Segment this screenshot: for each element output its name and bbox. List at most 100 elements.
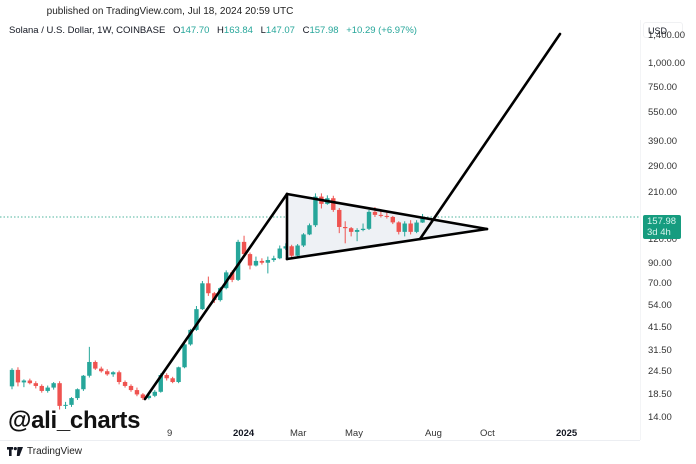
- drawings-group[interactable]: [143, 32, 562, 401]
- candle: [27, 380, 33, 384]
- candle: [140, 394, 146, 399]
- tradingview-brand: TradingView: [27, 446, 83, 457]
- price-tick-label: 18.50: [648, 388, 672, 400]
- time-tick-label: 2024: [233, 428, 255, 439]
- candle: [402, 223, 407, 232]
- symbol-title: Solana / U.S. Dollar, 1W, COINBASE: [9, 25, 166, 36]
- candle: [57, 383, 62, 406]
- candle: [15, 369, 21, 383]
- candle: [194, 309, 199, 330]
- high-label: H: [217, 25, 224, 36]
- low-label: L: [260, 25, 266, 36]
- candle: [170, 378, 175, 383]
- candle: [295, 245, 300, 256]
- candle: [81, 375, 86, 390]
- candle: [63, 404, 68, 406]
- pennant-lower-line[interactable]: [285, 227, 489, 261]
- breakout-projection-line[interactable]: [418, 32, 562, 241]
- candle: [343, 226, 348, 229]
- candle: [206, 283, 211, 294]
- time-tick-label: May: [345, 428, 363, 439]
- candle: [146, 395, 152, 399]
- price-tick-label: 1,400.00: [648, 29, 685, 41]
- candle: [9, 369, 15, 387]
- last-price-badge: 157.98 3d 4h: [643, 215, 681, 239]
- published-caption: published on TradingView.com, Jul 18, 20…: [46, 6, 294, 17]
- candle: [128, 385, 134, 391]
- price-tick-label: 24.50: [648, 365, 672, 377]
- price-axis[interactable]: [640, 20, 691, 440]
- tradingview-logo-icon: [7, 447, 23, 456]
- open-value: 147.70: [180, 25, 210, 36]
- candle: [277, 248, 282, 259]
- price-tick-label: 54.00: [648, 300, 672, 311]
- price-tick-label: 1,000.00: [648, 57, 685, 69]
- candle: [122, 382, 128, 386]
- open-label: O: [172, 25, 181, 36]
- candle: [307, 225, 312, 235]
- price-tick-label: 390.00: [648, 136, 678, 147]
- candle: [360, 228, 366, 231]
- price-tick-label: 14.00: [648, 411, 672, 423]
- candle: [182, 344, 187, 368]
- candle: [93, 361, 98, 369]
- candle: [51, 383, 56, 388]
- candle: [75, 389, 80, 399]
- candle: [39, 385, 44, 391]
- last-price-value: 157.98: [647, 216, 677, 227]
- close-value: 157.98: [309, 25, 339, 36]
- candle: [396, 222, 401, 232]
- currency-selector[interactable]: USD: [643, 22, 683, 38]
- candle: [348, 228, 354, 232]
- time-tick-label: Mar: [290, 428, 307, 439]
- pennant-triangle[interactable]: [287, 194, 487, 259]
- candle: [384, 215, 390, 217]
- candle: [176, 367, 181, 383]
- candle: [247, 254, 253, 266]
- low-value: 147.07: [265, 25, 295, 36]
- time-tick-label: Oct: [480, 428, 495, 439]
- candle: [259, 260, 265, 263]
- candle: [218, 288, 223, 301]
- candle: [33, 383, 38, 386]
- candle: [164, 375, 169, 379]
- candle: [265, 260, 271, 263]
- candle: [69, 398, 74, 405]
- pennant-upper-line[interactable]: [285, 192, 489, 231]
- candle: [354, 230, 360, 232]
- price-tick-label: 210.00: [648, 187, 678, 199]
- candle: [313, 196, 318, 226]
- tradingview-logo[interactable]: TradingView: [7, 446, 82, 457]
- candle: [116, 372, 122, 383]
- price-tick-label: 90.00: [648, 257, 672, 269]
- time-tick-label: 9: [167, 428, 173, 439]
- candle: [271, 258, 276, 261]
- candle: [45, 387, 50, 391]
- candle: [200, 283, 205, 310]
- candle: [212, 293, 217, 301]
- flagpole-trendline[interactable]: [143, 192, 289, 401]
- candle: [229, 272, 235, 280]
- candle: [289, 246, 294, 256]
- candle: [105, 371, 110, 375]
- candle: [301, 234, 306, 246]
- candle: [372, 211, 378, 215]
- close-label: C: [302, 25, 310, 36]
- candle: [331, 198, 336, 210]
- candle: [408, 223, 413, 232]
- candle: [87, 361, 92, 376]
- candle: [414, 222, 419, 232]
- chart-pane[interactable]: [0, 20, 640, 441]
- ohlc-legend: Solana / U.S. Dollar, 1W, COINBASE O147.…: [9, 25, 417, 36]
- price-tick-label: 70.00: [648, 278, 672, 290]
- author-watermark: @ali_charts: [8, 407, 141, 434]
- candle: [390, 216, 395, 223]
- candle: [378, 214, 384, 216]
- change-value: +10.29 (+6.97%): [346, 25, 417, 36]
- candle: [366, 211, 372, 229]
- bar-countdown: 3d 4h: [647, 227, 671, 238]
- candle: [158, 375, 163, 392]
- time-tick-label: 2025: [556, 428, 578, 439]
- candle: [134, 390, 140, 395]
